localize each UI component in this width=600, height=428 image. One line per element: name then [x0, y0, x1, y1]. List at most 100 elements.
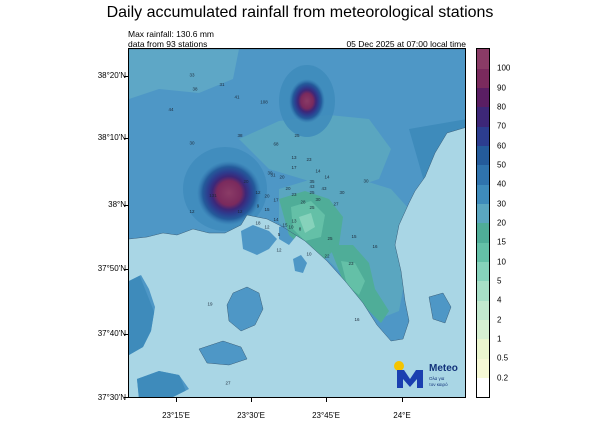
lat-label-37-30: 37°30'N — [97, 393, 126, 402]
station-value: 43 — [309, 184, 315, 189]
lon-label-23-15: 23°15'E — [162, 411, 190, 420]
station-value: 5 — [278, 232, 281, 237]
station-value: 12 — [276, 248, 282, 253]
colorbar-label: 90 — [497, 83, 506, 93]
station-value: 17 — [291, 165, 297, 170]
station-value: 10 — [306, 252, 312, 257]
lat-tick — [124, 76, 128, 77]
station-value: 41 — [234, 95, 240, 100]
station-value: 30 — [267, 171, 273, 176]
colorbar-label: 1 — [497, 334, 502, 344]
station-value: 14 — [273, 217, 279, 222]
rainfall-colorbar — [476, 48, 490, 398]
station-value: 23 — [306, 157, 312, 162]
colorbar-label: 5 — [497, 276, 502, 286]
logo-tagline-1: Ολα για — [429, 376, 445, 381]
colorbar-label: 15 — [497, 237, 506, 247]
lat-tick — [124, 205, 128, 206]
colorbar-cell — [477, 145, 489, 166]
station-value: 13 — [291, 219, 297, 224]
colorbar-label: 2 — [497, 315, 502, 325]
station-value: 15 — [282, 223, 288, 228]
lat-label-38-20: 38°20'N — [97, 71, 126, 80]
rainfall-map[interactable]: 33 38 44 31 41 108 30 38 68 25 131 20 12 13 23 30 31 20 14… — [128, 48, 466, 398]
colorbar-cell — [477, 87, 489, 108]
colorbar-cell — [477, 377, 489, 398]
station-value: 20 — [264, 194, 270, 199]
station-value: 23 — [348, 261, 354, 266]
station-value: 8 — [299, 226, 302, 231]
station-value: 25 — [309, 205, 315, 210]
lon-label-23-45: 23°45'E — [312, 411, 340, 420]
colorbar-cell — [477, 281, 489, 301]
colorbar-label: 30 — [497, 199, 506, 209]
station-value: 30 — [315, 197, 321, 202]
colorbar-cell — [477, 319, 489, 340]
station-value: 23 — [291, 192, 297, 197]
lat-tick — [124, 138, 128, 139]
station-value: 27 — [225, 381, 231, 386]
lon-tick — [251, 398, 252, 402]
colorbar-cell — [477, 242, 489, 263]
colorbar-label: 100 — [497, 63, 511, 73]
colorbar-label: 0.5 — [497, 353, 509, 363]
station-value: 44 — [168, 107, 174, 112]
meteo-logo: Meteo Ολα για τον καιρό — [393, 360, 463, 390]
colorbar-cell — [477, 300, 489, 321]
station-value: 30 — [363, 178, 369, 183]
station-value: 31 — [219, 82, 225, 87]
station-value: 18 — [255, 221, 261, 226]
colorbar-cell — [477, 184, 489, 205]
lon-tick — [402, 398, 403, 402]
lat-tick — [124, 334, 128, 335]
colorbar-cell — [477, 165, 489, 185]
station-value: 12 — [237, 209, 243, 214]
station-value: 22 — [324, 253, 330, 258]
colorbar-cell — [477, 107, 489, 127]
station-value: 38 — [192, 87, 198, 92]
station-value: 14 — [315, 169, 321, 174]
station-value: 28 — [300, 200, 306, 205]
lat-label-37-50: 37°50'N — [97, 264, 126, 273]
colorbar-label: 60 — [497, 141, 506, 151]
colorbar-cell — [477, 339, 489, 359]
station-value: 15 — [264, 207, 270, 212]
station-value: 131 — [209, 193, 217, 198]
logo-tagline-2: τον καιρό — [429, 382, 448, 387]
lat-label-37-40: 37°40'N — [97, 329, 126, 338]
station-value: 33 — [189, 72, 195, 77]
station-value: 9 — [257, 203, 260, 208]
station-value: 108 — [260, 99, 268, 104]
coastlines — [129, 49, 465, 366]
colorbar-label: 50 — [497, 160, 506, 170]
logo-brand: Meteo — [429, 363, 458, 374]
station-value: 19 — [207, 302, 213, 307]
meteo-logo-mark — [394, 361, 423, 388]
colorbar-label: 70 — [497, 121, 506, 131]
station-value: 20 — [279, 174, 285, 179]
station-value: 15 — [351, 234, 357, 239]
colorbar-cell — [477, 223, 489, 243]
colorbar-label: 0.2 — [497, 373, 509, 383]
lon-tick — [176, 398, 177, 402]
colorbar-cell — [477, 126, 489, 147]
lon-label-23-30: 23°30'E — [237, 411, 265, 420]
station-value: 16 — [354, 317, 360, 322]
station-value: 25 — [327, 236, 333, 241]
station-value: 30 — [189, 141, 195, 146]
station-value: 27 — [333, 201, 339, 206]
station-value: 20 — [285, 186, 291, 191]
station-value: 16 — [372, 244, 378, 249]
colorbar-label: 80 — [497, 102, 506, 112]
colorbar-cell — [477, 203, 489, 224]
station-value: 25 — [309, 190, 315, 195]
station-value: 14 — [324, 174, 330, 179]
lat-label-38-10: 38°10'N — [97, 133, 126, 142]
lon-label-24: 24°E — [393, 411, 411, 420]
station-value: 17 — [273, 198, 279, 203]
station-value: 43 — [321, 186, 327, 191]
colorbar-cell — [477, 261, 489, 282]
colorbar-label: 4 — [497, 295, 502, 305]
